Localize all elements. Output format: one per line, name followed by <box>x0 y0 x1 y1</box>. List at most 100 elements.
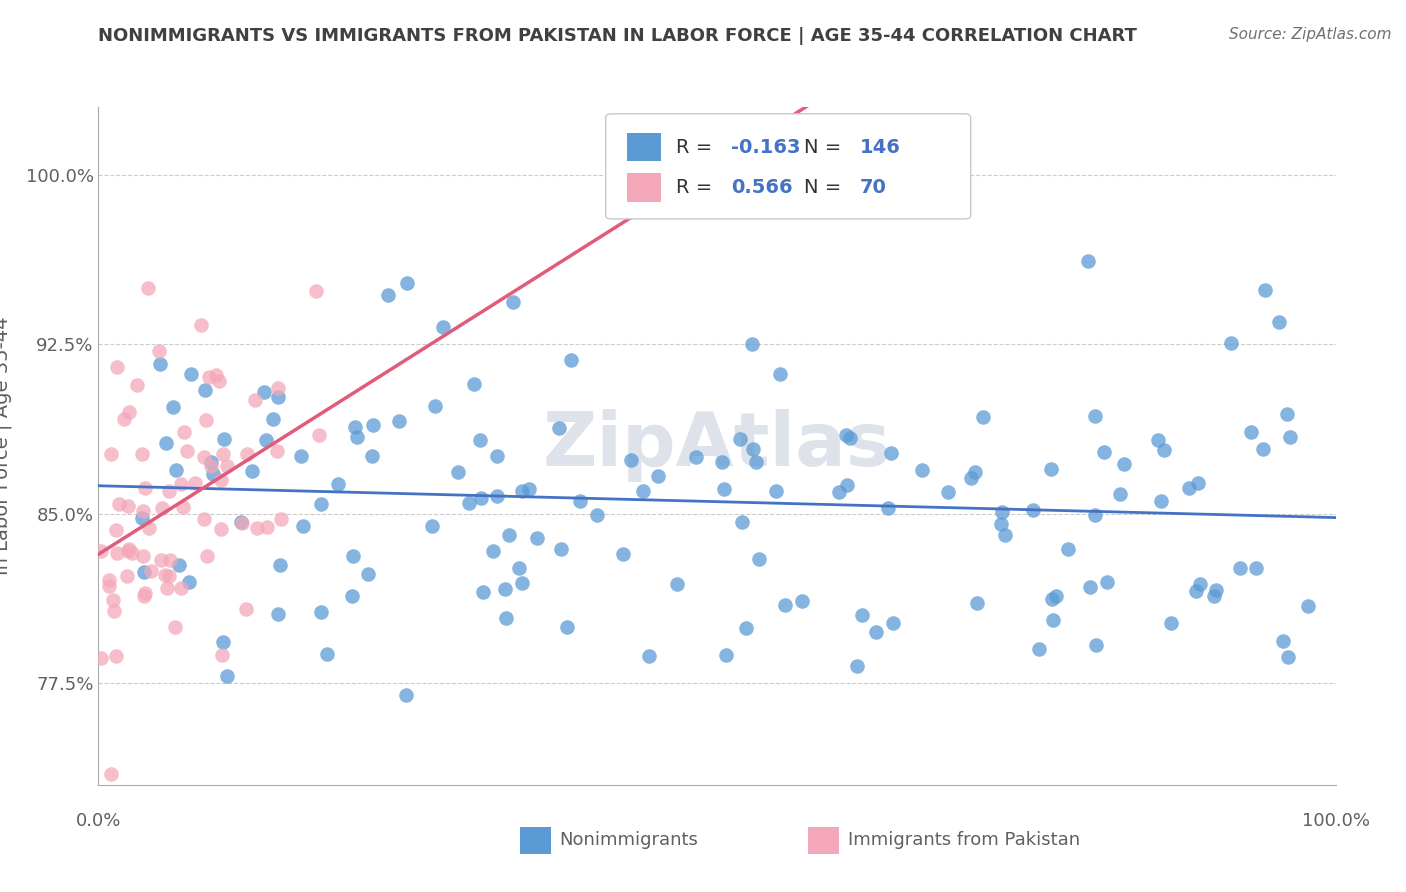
Point <box>1109 486 1132 500</box>
Point <box>98 579 121 593</box>
Point <box>200 458 222 473</box>
Point <box>1229 560 1251 574</box>
Point <box>134 585 156 599</box>
Point <box>159 553 181 567</box>
Point <box>569 494 592 508</box>
Text: N =: N = <box>804 178 848 197</box>
Point <box>117 499 139 513</box>
Point <box>169 558 191 572</box>
Point <box>1084 508 1107 522</box>
Point <box>742 442 765 456</box>
Point <box>204 368 226 383</box>
Point <box>550 542 572 557</box>
Point <box>193 512 215 526</box>
Point <box>1092 445 1115 459</box>
Text: -0.163: -0.163 <box>731 137 800 156</box>
Point <box>994 528 1017 542</box>
Text: ZipAtlas: ZipAtlas <box>543 409 891 483</box>
Point <box>172 500 194 514</box>
Point <box>1028 641 1050 656</box>
Point <box>254 433 277 447</box>
Point <box>470 491 492 506</box>
Point <box>134 481 156 495</box>
Point <box>90 650 112 665</box>
Point <box>155 567 177 582</box>
Text: R =: R = <box>676 178 718 197</box>
Point <box>212 447 235 461</box>
Text: 70: 70 <box>859 178 886 197</box>
Text: 0.566: 0.566 <box>731 178 793 197</box>
FancyBboxPatch shape <box>627 173 661 202</box>
Point <box>183 476 205 491</box>
Point <box>266 390 288 404</box>
Point <box>162 400 184 414</box>
Point <box>711 455 734 469</box>
Point <box>741 336 763 351</box>
Text: 0.0%: 0.0% <box>76 812 121 830</box>
Point <box>447 465 470 479</box>
Point <box>170 581 193 595</box>
Point <box>557 619 579 633</box>
Point <box>526 531 548 545</box>
Point <box>735 621 758 635</box>
Point <box>959 471 981 485</box>
Point <box>156 581 179 595</box>
Point <box>498 528 520 542</box>
Point <box>170 476 193 491</box>
Point <box>471 585 494 599</box>
Point <box>637 648 659 663</box>
Point <box>1057 542 1080 557</box>
Point <box>309 605 332 619</box>
Point <box>631 483 654 498</box>
Point <box>1188 576 1211 591</box>
Point <box>865 625 887 640</box>
Point <box>846 659 869 673</box>
Point <box>965 465 987 479</box>
Point <box>290 449 312 463</box>
FancyBboxPatch shape <box>627 133 661 161</box>
Point <box>165 620 187 634</box>
Point <box>193 383 215 397</box>
Point <box>270 512 292 526</box>
Point <box>1178 481 1201 495</box>
Point <box>508 560 530 574</box>
Point <box>1095 575 1118 590</box>
Point <box>966 596 988 610</box>
Point <box>173 425 195 440</box>
Point <box>112 412 135 426</box>
Point <box>134 589 156 603</box>
Point <box>510 576 533 591</box>
Point <box>838 432 860 446</box>
Point <box>105 359 128 374</box>
Point <box>316 647 339 661</box>
Point <box>1040 591 1063 606</box>
Point <box>395 688 418 702</box>
Point <box>773 598 796 612</box>
Point <box>139 565 162 579</box>
Point <box>209 522 232 536</box>
Point <box>548 421 571 435</box>
Point <box>880 446 903 460</box>
Point <box>131 511 153 525</box>
Point <box>269 558 291 572</box>
Point <box>685 450 707 464</box>
Point <box>1254 283 1277 297</box>
Point <box>1244 561 1267 575</box>
Point <box>1084 638 1107 652</box>
Point <box>972 409 994 424</box>
Point <box>117 543 139 558</box>
Point <box>396 277 419 291</box>
Point <box>990 517 1012 532</box>
Text: NONIMMIGRANTS VS IMMIGRANTS FROM PAKISTAN IN LABOR FORCE | AGE 35-44 CORRELATION: NONIMMIGRANTS VS IMMIGRANTS FROM PAKISTA… <box>98 27 1137 45</box>
Point <box>495 611 517 625</box>
Point <box>1160 616 1182 631</box>
Point <box>138 521 160 535</box>
Point <box>1271 634 1294 648</box>
Point <box>266 443 288 458</box>
Point <box>194 413 217 427</box>
Point <box>485 489 508 503</box>
Point <box>179 575 201 590</box>
Point <box>463 377 485 392</box>
Point <box>243 392 266 407</box>
Point <box>714 648 737 662</box>
